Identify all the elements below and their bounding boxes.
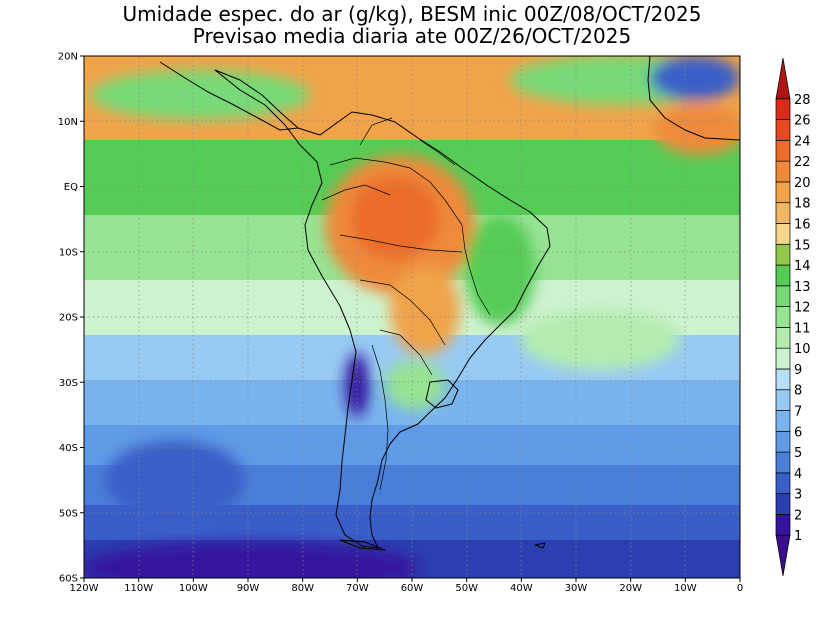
- colorbar-label: 7: [794, 405, 802, 420]
- axes: 120W 110W 100W 90W 80W 70W 60W 50W 40W 30W 20W 10W 0…: [58, 52, 743, 595]
- colorbar-label: 22: [794, 155, 811, 170]
- blob-brazil-coast: [465, 215, 535, 325]
- tierra-del-fuego: [339, 539, 386, 551]
- colorbar-swatch: [775, 430, 791, 453]
- central-america-coast: [159, 61, 299, 131]
- colorbar-label: 6: [794, 425, 802, 440]
- blob-pampas: [385, 360, 445, 410]
- colorbar-swatch: [775, 139, 791, 162]
- x-tick-label: 70W: [346, 583, 369, 594]
- x-tick-label: 10W: [674, 583, 697, 594]
- y-tick-label: 30S: [59, 378, 78, 389]
- blob-pacific-green: [90, 70, 310, 120]
- y-tick-label: 40S: [59, 443, 78, 454]
- colorbar-label: 1: [794, 529, 802, 544]
- colorbar-swatch: [775, 160, 791, 183]
- colorbar-swatch: [775, 472, 791, 495]
- falklands: [534, 542, 546, 549]
- y-tick-label: EQ: [64, 182, 78, 193]
- colorbar-swatch: [775, 264, 791, 287]
- y-tick-label: 50S: [59, 508, 78, 519]
- colorbar-swatch: [775, 451, 791, 474]
- y-tick-label: 20S: [59, 313, 78, 324]
- x-tick-label: 80W: [291, 583, 314, 594]
- chart-title: Umidade espec. do ar (g/kg), BESM inic 0…: [122, 2, 701, 26]
- colorbar-swatch: [775, 514, 791, 536]
- colorbar-label: 3: [794, 488, 802, 503]
- blob-sahara-dry: [650, 56, 740, 100]
- x-tick-label: 30W: [565, 583, 588, 594]
- colorbar-swatch: [775, 202, 791, 224]
- x-tick-label: 90W: [237, 583, 260, 594]
- colorbar-swatch: [775, 119, 791, 141]
- y-tick-label: 20N: [58, 52, 78, 63]
- colorbar-swatch: [775, 181, 791, 204]
- la-plata: [425, 379, 459, 409]
- colorbar-label: 4: [794, 467, 802, 482]
- colorbar-swatch: [775, 285, 791, 307]
- x-tick-label: 20W: [619, 583, 642, 594]
- colorbar-label: 12: [794, 301, 811, 316]
- blob-amazon-core: [350, 176, 440, 260]
- chart-subtitle: Previsao media diaria ate 00Z/26/OCT/202…: [193, 24, 631, 48]
- blob-atlantic-moist: [520, 310, 680, 370]
- blob-chaco-moist: [390, 265, 460, 355]
- colorbar-swatch: [775, 98, 791, 120]
- colorbar-swatch: [775, 368, 791, 391]
- colorbar-label: 15: [794, 238, 811, 253]
- y-tick-label: 10S: [59, 247, 78, 258]
- colorbar-swatch: [775, 347, 791, 370]
- colorbar-label: 13: [794, 280, 811, 295]
- colorbar-label: 8: [794, 384, 802, 399]
- colorbar-label: 9: [794, 363, 802, 378]
- colorbar-label: 20: [794, 176, 811, 191]
- colorbar-label: 5: [794, 446, 802, 461]
- x-tick-label: 0: [737, 583, 743, 594]
- colorbar-label: 14: [794, 259, 811, 274]
- country-borders: [321, 117, 491, 491]
- colorbar-swatch: [775, 57, 791, 100]
- south-america-coast: [214, 69, 551, 549]
- colorbar-label: 2: [794, 508, 802, 523]
- colorbar-swatch: [775, 493, 791, 515]
- colorbar-swatch: [775, 410, 791, 432]
- humidity-field: [84, 56, 740, 578]
- colorbar-swatch: [775, 243, 791, 266]
- colorbar-label: 28: [794, 93, 811, 108]
- colorbar-swatch: [775, 223, 791, 245]
- x-tick-label: 110W: [124, 583, 153, 594]
- blob-pacific-low: [105, 440, 245, 520]
- colorbar-label: 26: [794, 114, 811, 129]
- grid-lines: [84, 56, 740, 578]
- colorbar-label: 11: [794, 321, 811, 336]
- colorbar-swatch: [775, 389, 791, 411]
- x-tick-label: 100W: [179, 583, 208, 594]
- colorbar-swatch: [775, 534, 791, 577]
- colorbar-label: 24: [794, 134, 811, 149]
- x-tick-label: 50W: [455, 583, 478, 594]
- x-tick-label: 60W: [401, 583, 424, 594]
- colorbar-swatch: [775, 306, 791, 328]
- blob-africa-moist: [655, 105, 740, 155]
- y-tick-label: 10N: [58, 117, 78, 128]
- africa-coast: [647, 56, 740, 141]
- coastlines: [159, 56, 740, 551]
- colorbar-label: 18: [794, 197, 811, 212]
- x-tick-label: 120W: [70, 583, 99, 594]
- x-tick-label: 40W: [510, 583, 533, 594]
- colorbar-swatch: [775, 327, 791, 349]
- colorbar-label: 16: [794, 217, 811, 232]
- y-tick-label: 60S: [59, 574, 78, 585]
- blob-polar-min: [84, 542, 420, 578]
- colorbar-label: 10: [794, 342, 811, 357]
